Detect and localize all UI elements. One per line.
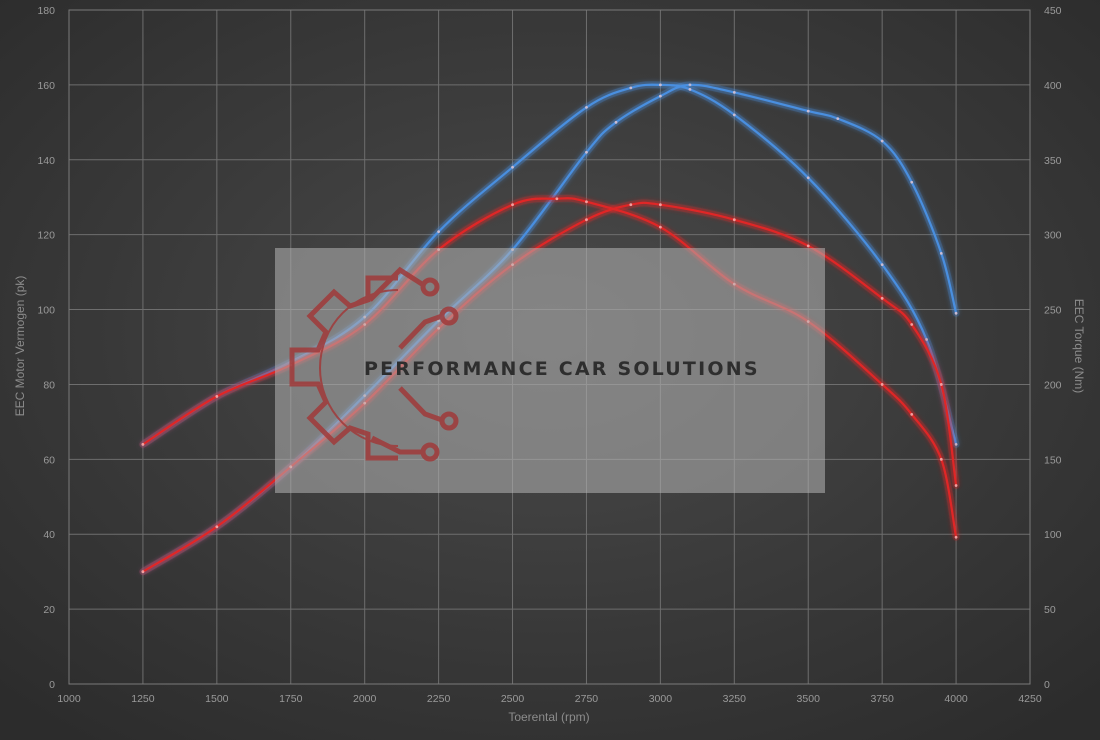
y-axis-left-title: EEC Motor Vermogen (pk) <box>13 276 27 417</box>
data-point <box>555 197 559 201</box>
y-right-tick-label: 300 <box>1044 230 1062 242</box>
data-point <box>910 180 914 184</box>
data-point <box>880 139 884 143</box>
data-point <box>954 311 958 315</box>
x-tick-label: 2750 <box>575 693 599 705</box>
data-point <box>939 251 943 255</box>
data-point <box>629 203 633 207</box>
data-point <box>732 113 736 117</box>
x-tick-label: 1250 <box>131 693 155 705</box>
gear-circuit-logo-icon <box>289 266 459 462</box>
data-point <box>688 87 692 91</box>
x-tick-label: 1000 <box>57 693 81 705</box>
data-point <box>939 383 943 386</box>
data-point <box>880 263 884 267</box>
y-left-tick-label: 40 <box>43 529 55 541</box>
watermark: PERFORMANCE CAR SOLUTIONS <box>275 248 825 493</box>
data-point <box>806 176 810 180</box>
y-right-tick-label: 50 <box>1044 604 1056 616</box>
x-tick-label: 3000 <box>649 693 673 705</box>
data-point <box>732 218 736 222</box>
x-tick-label: 2000 <box>353 693 377 705</box>
y-left-tick-label: 0 <box>49 679 55 691</box>
data-point <box>585 105 588 109</box>
data-point <box>585 200 588 204</box>
y-left-tick-label: 140 <box>37 155 55 167</box>
data-point <box>880 383 884 386</box>
y-right-tick-label: 0 <box>1044 679 1050 691</box>
data-point <box>614 120 618 124</box>
data-point <box>732 90 736 94</box>
y-right-tick-label: 400 <box>1044 80 1062 92</box>
data-point <box>880 296 884 300</box>
y-left-tick-label: 120 <box>37 230 55 242</box>
data-point <box>141 570 145 574</box>
y-left-tick-label: 180 <box>37 5 55 17</box>
y-left-tick-label: 160 <box>37 80 55 92</box>
data-point <box>511 203 514 207</box>
x-axis-title: Toerental (rpm) <box>508 710 589 724</box>
y-axis-right-title: EEC Torque (Nm) <box>1072 299 1086 393</box>
x-tick-label: 1500 <box>205 693 229 705</box>
data-point <box>939 457 943 461</box>
data-point <box>585 150 588 154</box>
x-tick-label: 1750 <box>279 693 303 705</box>
y-left-tick-label: 100 <box>37 305 55 317</box>
data-point <box>688 83 692 87</box>
y-right-tick-label: 200 <box>1044 379 1062 391</box>
data-point <box>954 484 958 487</box>
y-right-tick-label: 250 <box>1044 305 1062 317</box>
watermark-text: PERFORMANCE CAR SOLUTIONS <box>364 358 760 380</box>
y-left-tick-label: 80 <box>43 379 55 391</box>
x-tick-label: 2250 <box>427 693 451 705</box>
data-point <box>437 230 441 234</box>
data-point <box>658 203 662 207</box>
x-tick-label: 4000 <box>944 693 968 705</box>
data-point <box>141 442 145 446</box>
data-point <box>658 83 662 87</box>
data-point <box>910 323 914 326</box>
x-tick-label: 3500 <box>797 693 821 705</box>
y-right-tick-label: 100 <box>1044 529 1062 541</box>
data-point <box>954 535 958 539</box>
x-tick-label: 2500 <box>501 693 525 705</box>
y-right-tick-label: 450 <box>1044 5 1062 17</box>
data-point <box>910 413 914 416</box>
tick-labels: 1000 1250 1500 1750 2000 2250 2500 2750 3000 3250… <box>37 5 1061 705</box>
data-point <box>658 225 662 229</box>
data-point <box>658 94 662 98</box>
data-point <box>806 244 810 248</box>
x-tick-label: 4250 <box>1018 693 1042 705</box>
y-right-tick-label: 150 <box>1044 454 1062 466</box>
plot-frame <box>68 9 1031 685</box>
data-point <box>215 525 219 529</box>
x-tick-label: 3250 <box>723 693 747 705</box>
data-point <box>511 165 514 169</box>
data-point <box>925 338 928 341</box>
data-point <box>836 117 840 120</box>
data-point <box>585 218 588 222</box>
y-left-tick-label: 20 <box>43 604 55 616</box>
y-left-tick-label: 60 <box>43 454 55 466</box>
x-tick-label: 3750 <box>870 693 894 705</box>
data-point <box>629 86 633 90</box>
data-point <box>954 442 958 446</box>
y-right-tick-label: 350 <box>1044 155 1062 167</box>
data-point <box>806 109 810 113</box>
data-point <box>215 395 219 398</box>
